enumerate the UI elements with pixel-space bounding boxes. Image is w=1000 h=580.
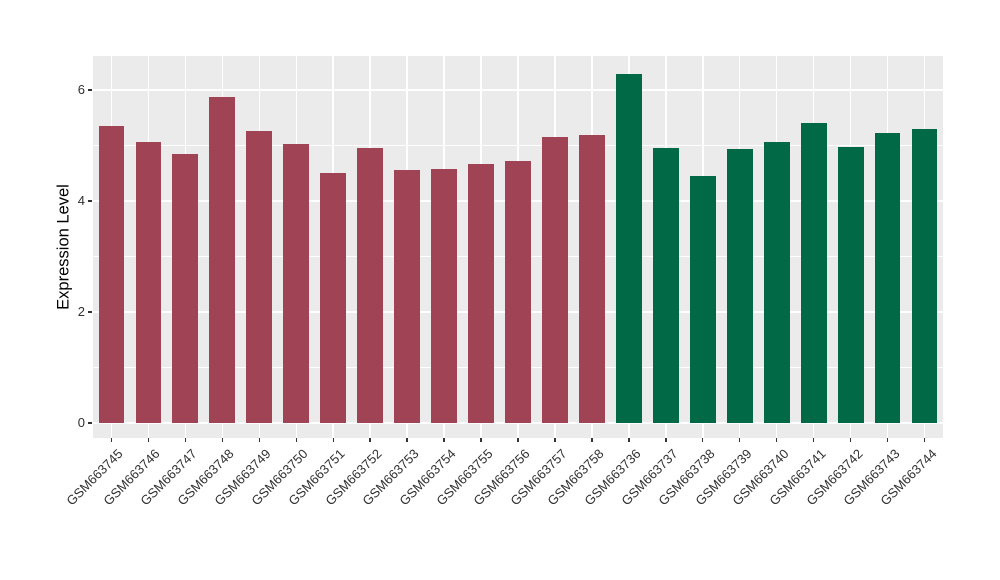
bar-GSM663748 [209, 96, 236, 423]
x-tick-mark [702, 438, 704, 442]
x-tick-mark [849, 438, 852, 442]
y-tick-mark [88, 89, 92, 91]
x-tick-mark [923, 438, 926, 442]
bar-GSM663758 [578, 134, 605, 423]
y-tick-mark [88, 311, 92, 313]
y-tick-mark [88, 422, 92, 424]
bar-GSM663741 [800, 122, 827, 423]
x-tick-mark [739, 438, 741, 442]
bar-GSM663757 [542, 136, 568, 423]
bar-GSM663752 [357, 148, 384, 423]
y-tick-mark [88, 200, 92, 202]
x-tick-mark [554, 438, 556, 442]
bar-GSM663738 [689, 176, 716, 423]
x-tick-mark [886, 438, 889, 442]
bar-GSM663745 [98, 126, 125, 423]
x-tick-mark [665, 438, 667, 442]
x-tick-mark [110, 438, 113, 442]
x-tick-mark [406, 438, 408, 442]
y-tick-label: 0 [77, 415, 85, 430]
bar-GSM663746 [135, 141, 162, 423]
bar-GSM663739 [726, 148, 753, 423]
x-tick-mark [184, 438, 187, 442]
bar-GSM663756 [505, 161, 531, 423]
x-tick-mark [147, 438, 150, 442]
plot-panel [93, 56, 943, 438]
bar-GSM663751 [320, 172, 347, 423]
bar-GSM663754 [431, 168, 457, 423]
x-tick-mark [480, 438, 482, 442]
bar-GSM663737 [652, 148, 679, 423]
bar-GSM663747 [172, 153, 199, 423]
y-tick-label: 2 [77, 304, 85, 319]
bar-GSM663755 [468, 164, 494, 423]
x-tick-mark [812, 438, 815, 442]
x-tick-mark [369, 438, 371, 442]
x-tick-mark [517, 438, 519, 442]
x-tick-mark [295, 438, 297, 442]
x-tick-mark [628, 438, 630, 442]
bar-GSM663742 [837, 147, 864, 423]
y-tick-label: 6 [77, 82, 85, 97]
bar-GSM663753 [394, 169, 421, 423]
y-axis-title: Expression Level [54, 184, 73, 310]
bar-GSM663750 [283, 144, 310, 423]
x-tick-mark [591, 438, 593, 442]
bar-GSM663743 [874, 133, 901, 423]
x-tick-mark [221, 438, 224, 442]
bar-GSM663740 [763, 142, 790, 423]
x-tick-mark [443, 438, 445, 442]
bar-GSM663749 [246, 131, 273, 423]
x-tick-mark [332, 438, 334, 442]
y-tick-label: 4 [77, 193, 85, 208]
bar-GSM663736 [615, 73, 642, 423]
bar-GSM663744 [911, 129, 938, 423]
x-tick-mark [258, 438, 260, 442]
x-tick-mark [775, 438, 778, 442]
